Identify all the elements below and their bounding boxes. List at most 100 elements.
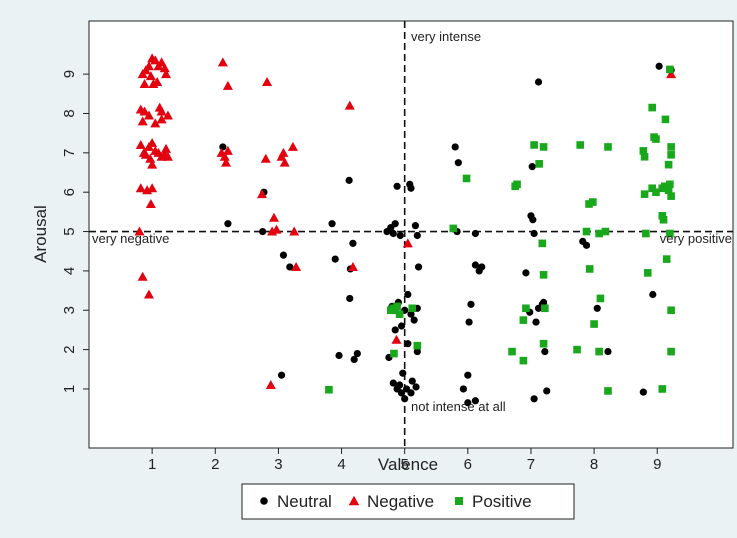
point-neutral [454,159,462,167]
x-tick-label: 7 [527,456,535,473]
point-positive [522,304,530,313]
point-negative [143,61,154,71]
x-tick-label: 8 [590,456,598,473]
point-positive [667,347,675,356]
point-neutral [639,388,647,396]
point-positive [541,304,549,313]
point-positive [666,180,674,189]
annotation-bottom: not intense at all [411,399,506,414]
legend-label: Negative [367,492,434,511]
point-positive [643,269,652,277]
legend-item-positive: Positive [455,492,532,511]
point-neutral [459,385,468,393]
point-negative [222,145,233,155]
legend-item-negative: Negative [348,492,434,511]
point-negative [150,118,161,128]
point-neutral [399,369,407,377]
point-neutral [397,322,406,330]
point-neutral [224,220,232,228]
point-neutral [541,347,549,356]
point-neutral [543,387,551,395]
point-positive [640,152,649,161]
point-positive [652,135,660,143]
point-negative [221,157,232,167]
x-axis-title: Valence [378,455,438,474]
legend-item-neutral: Neutral [260,492,332,511]
point-neutral [414,263,423,271]
point-negative [137,116,148,126]
point-negative [147,183,158,193]
point-negative [134,226,145,236]
point-neutral [604,347,612,356]
point-positive [390,349,398,358]
point-positive [508,347,516,356]
point-negative [162,110,173,120]
point-neutral [350,355,358,364]
point-positive [535,160,543,168]
point-positive [662,255,671,263]
point-negative [402,238,413,248]
point-negative [291,261,302,271]
point-positive [519,316,528,324]
point-positive [642,229,650,238]
legend-marker-neutral [260,497,268,505]
point-positive [604,143,612,151]
legend-box [241,483,575,520]
point-negative [256,189,267,199]
point-negative [260,153,271,163]
point-neutral [328,220,336,228]
point-neutral [404,340,412,348]
point-neutral [464,399,472,407]
point-positive [661,182,669,191]
y-tick-label: 6 [61,188,78,196]
point-positive [539,271,548,279]
point-negative [391,334,402,344]
point-negative [222,80,233,90]
point-negative [268,212,279,222]
point-negative [279,157,290,167]
point-neutral [286,263,294,271]
point-positive [539,143,548,151]
x-tick-label: 3 [274,456,282,473]
point-neutral [649,290,657,299]
point-negative [271,224,282,234]
x-tick-label: 1 [148,456,156,473]
point-neutral [522,269,530,277]
point-positive [538,239,547,248]
point-positive [667,151,675,159]
point-positive [585,265,594,273]
series-negative [134,53,677,390]
point-positive [666,229,674,238]
point-positive [413,341,422,350]
point-neutral [259,227,267,236]
point-neutral [471,261,479,269]
point-positive [519,356,528,365]
y-tick-label: 2 [61,345,78,353]
legend: Neutral Negative Positive [241,483,575,520]
point-neutral [410,316,418,324]
point-negative [156,57,167,67]
point-positive [661,115,670,124]
x-tick-label: 2 [211,456,219,473]
point-negative [289,226,300,236]
point-negative [145,71,156,81]
point-positive [648,184,656,193]
point-positive [596,294,605,303]
point-positive [513,180,521,189]
point-neutral [471,397,479,405]
point-neutral [277,371,286,379]
point-positive [667,143,675,151]
point-neutral [465,318,473,326]
point-positive [325,385,333,394]
point-negative [162,151,173,161]
point-neutral [396,231,404,240]
point-neutral [467,300,475,308]
point-positive [667,306,675,315]
point-neutral [582,241,591,249]
point-negative [152,77,163,86]
point-negative [143,289,154,299]
point-negative [145,199,156,208]
point-neutral [528,163,536,171]
point-neutral [219,143,227,151]
